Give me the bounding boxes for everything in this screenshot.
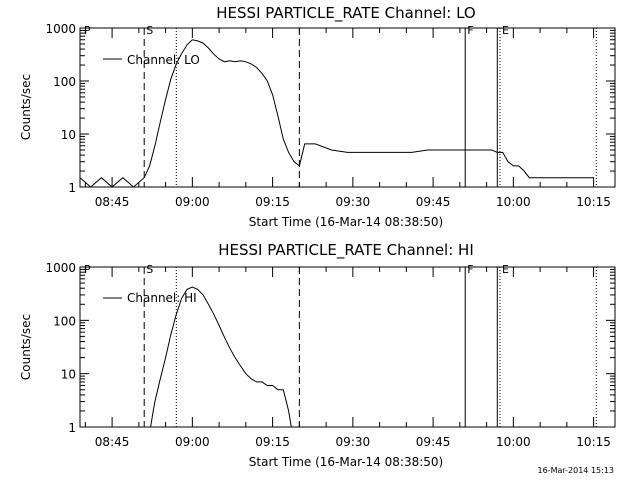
panel-hi-legend-text: Channel: HI — [127, 291, 197, 305]
panel-hi-marker-label: F — [467, 263, 473, 276]
panel-lo-ylabel: Counts/sec — [19, 74, 33, 140]
panel-hi-ytick-label: 100 — [53, 314, 76, 328]
panel-lo-xtick-label: 09:15 — [255, 195, 290, 209]
panel-lo-ytick-label: 1000 — [45, 22, 76, 36]
panel-hi-xlabel: Start Time (16-Mar-14 08:38:50) — [249, 455, 443, 469]
panel-lo-title: HESSI PARTICLE_RATE Channel: LO — [216, 4, 475, 23]
panel-lo-series-line — [79, 39, 594, 188]
panel-hi-marker-label: S — [146, 263, 153, 276]
panel-lo-ytick-label: 100 — [53, 75, 76, 89]
panel-lo-ytick-label: 10 — [61, 128, 76, 142]
panel-lo-xtick-label: 10:15 — [576, 195, 611, 209]
panel-lo-xtick-label: 09:45 — [416, 195, 451, 209]
panel-hi-series-line — [150, 286, 292, 428]
panel-hi-corner-label: P — [84, 263, 91, 276]
panel-lo-legend-text: Channel: LO — [127, 53, 200, 67]
panel-lo-marker-label: E — [502, 24, 509, 37]
panel-hi-marker-label: E — [502, 263, 509, 276]
panel-lo-xlabel: Start Time (16-Mar-14 08:38:50) — [249, 215, 443, 229]
panel-hi-xtick-label: 10:15 — [576, 435, 611, 449]
panel-lo-corner-label: P — [84, 24, 91, 37]
panel-lo-xtick-label: 08:45 — [95, 195, 130, 209]
panel-lo-marker-label: F — [467, 24, 473, 37]
panel-hi-ytick-label: 1 — [68, 421, 76, 435]
panel-hi-ylabel: Counts/sec — [19, 314, 33, 380]
panel-hi-xtick-label: 09:45 — [416, 435, 451, 449]
footer-timestamp: 16-Mar-2014 15:13 — [538, 466, 615, 475]
panel-hi-title: HESSI PARTICLE_RATE Channel: HI — [218, 241, 474, 260]
panel-hi-frame — [79, 266, 616, 428]
panel-hi-xtick-label: 09:30 — [336, 435, 371, 449]
panel-lo-marker-label: S — [146, 24, 153, 37]
panel-lo-xtick-label: 09:00 — [175, 195, 210, 209]
panel-lo-ytick-label: 1 — [68, 181, 76, 195]
panel-lo-xtick-label: 10:00 — [496, 195, 531, 209]
panel-lo-frame — [79, 27, 616, 188]
panel-hi-xtick-label: 08:45 — [95, 435, 130, 449]
panel-lo-xtick-label: 09:30 — [336, 195, 371, 209]
panel-hi-ytick-label: 10 — [61, 368, 76, 382]
panel-hi-xtick-label: 10:00 — [496, 435, 531, 449]
panel-hi-xtick-label: 09:15 — [255, 435, 290, 449]
panel-hi-ytick-label: 1000 — [45, 261, 76, 275]
panel-hi-xtick-label: 09:00 — [175, 435, 210, 449]
